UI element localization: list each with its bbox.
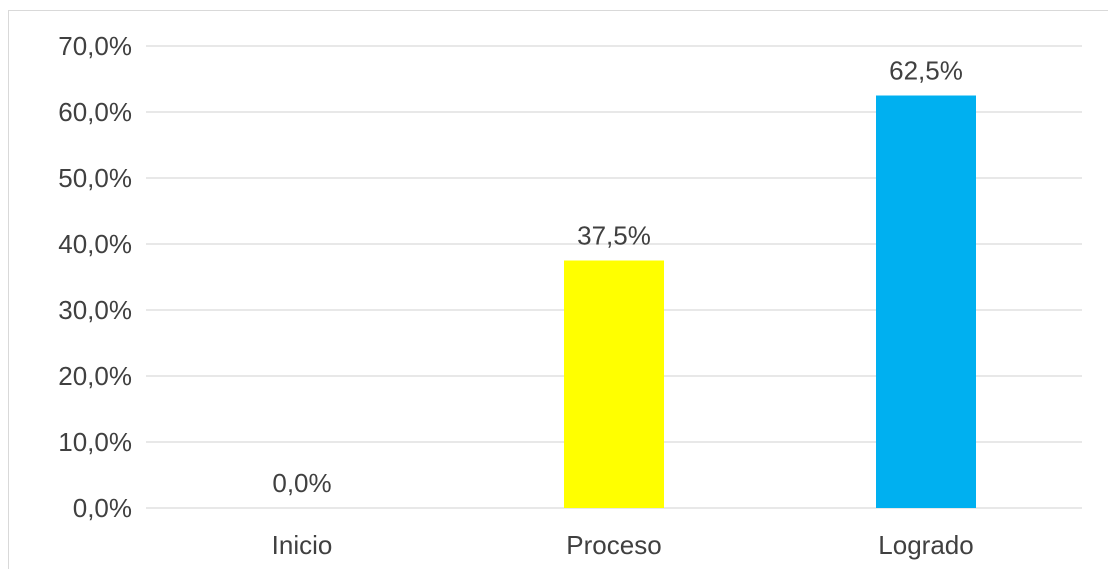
data-label-logrado: 62,5% <box>889 56 963 86</box>
bars <box>564 95 976 508</box>
data-labels: 0,0% 37,5% 62,5% <box>272 56 963 499</box>
data-label-proceso: 37,5% <box>577 221 651 251</box>
y-tick-label: 40,0% <box>58 229 132 259</box>
y-tick-label: 50,0% <box>58 163 132 193</box>
chart-frame <box>8 10 1108 569</box>
category-label-logrado: Logrado <box>878 530 973 560</box>
bar-logrado <box>876 95 976 508</box>
bar-proceso <box>564 260 664 508</box>
y-tick-label: 0,0% <box>73 493 132 523</box>
y-tick-label: 60,0% <box>58 97 132 127</box>
category-label-inicio: Inicio <box>272 530 333 560</box>
y-tick-label: 10,0% <box>58 427 132 457</box>
category-label-proceso: Proceso <box>566 530 661 560</box>
y-tick-label: 20,0% <box>58 361 132 391</box>
y-tick-label: 30,0% <box>58 295 132 325</box>
x-axis-category-labels: Inicio Proceso Logrado <box>272 530 974 560</box>
y-tick-label: 70,0% <box>58 31 132 61</box>
y-axis-tick-labels: 0,0% 10,0% 20,0% 30,0% 40,0% 50,0% 60,0% 70,0% <box>58 31 132 523</box>
data-label-inicio: 0,0% <box>272 468 331 498</box>
